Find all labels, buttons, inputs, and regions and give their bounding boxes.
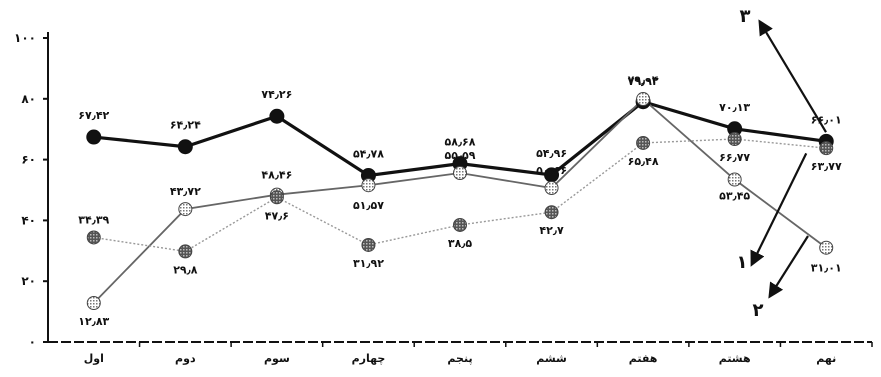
series-2-point bbox=[727, 172, 742, 187]
series-2-data-label: ۵۰٫۶۶ bbox=[536, 164, 567, 177]
series-lines bbox=[93, 97, 827, 304]
series-1-data-label: ۶۷٫۴۲ bbox=[78, 109, 109, 122]
series-1-point bbox=[177, 139, 193, 155]
series-1-data-label: ۷۹٫۰۴ bbox=[628, 74, 659, 87]
series-2-data-label: ۴۸٫۴۶ bbox=[261, 169, 292, 182]
axes: ۰ ۲۰ ۴۰ ۶۰ ۸۰ ۱۰۰ اول دوم سوم چهارم پنجم ششم هفتم هشت… bbox=[14, 31, 873, 365]
series-1-data-label: ۶۴٫۲۴ bbox=[170, 119, 201, 132]
series-1-data-label: ۷۰٫۱۳ bbox=[719, 101, 750, 114]
series-2-point bbox=[178, 202, 193, 217]
y-tick-label: ۶۰ bbox=[21, 153, 36, 167]
series-3-data-label: ۳۸٫۵ bbox=[448, 237, 473, 250]
x-tick-label: دوم bbox=[175, 352, 196, 365]
series-2-data-label: ۵۳٫۴۵ bbox=[719, 190, 750, 203]
series-1-data-label: ۵۴٫۷۸ bbox=[353, 147, 384, 160]
y-tick-label: ۸۰ bbox=[21, 92, 36, 106]
series-2-data-label: ۵۱٫۵۷ bbox=[353, 199, 384, 212]
series-1-data-label: ۷۴٫۲۶ bbox=[261, 88, 292, 101]
series-line-3 bbox=[93, 138, 827, 253]
arrow-line-3 bbox=[758, 19, 827, 133]
data-labels: ۶۷٫۴۲ ۶۴٫۲۴ ۷۴٫۲۶ ۵۴٫۷۸ ۵۸٫۶۸ ۵۴٫۹۶ ۷۹٫۰۴ ۷۰٫۱۳… bbox=[78, 74, 842, 328]
x-tick-label: اول bbox=[84, 352, 104, 365]
y-tick-label: ۱۰۰ bbox=[14, 31, 36, 45]
series-2-data-label: ۵۵٫۵۹ bbox=[445, 149, 476, 162]
series-2-data-label: ۱۲٫۸۳ bbox=[78, 315, 109, 328]
series-3-point bbox=[178, 244, 193, 259]
series-3-point bbox=[727, 132, 742, 147]
y-tick-label: ۰ bbox=[29, 335, 36, 349]
series-3-point bbox=[544, 205, 559, 220]
series-3-data-label: ۳۱٫۹۲ bbox=[353, 257, 384, 270]
series-2-point bbox=[636, 92, 651, 107]
arrow-line-2 bbox=[768, 235, 809, 299]
arrow-label-3: ۳ bbox=[740, 6, 751, 27]
series-arrows: ۱ ۲ ۳ bbox=[737, 6, 827, 321]
series-1-data-label: ۶۶٫۰۱ bbox=[811, 113, 842, 126]
series-2-data-label: ۳۱٫۰۱ bbox=[811, 262, 842, 275]
x-tick-label: سوم bbox=[264, 352, 290, 365]
series-2-point bbox=[544, 180, 559, 195]
series-markers bbox=[86, 92, 834, 310]
series-3-point bbox=[636, 135, 651, 150]
x-tick-label: نهم bbox=[816, 352, 836, 365]
x-tick-label: ششم bbox=[536, 352, 567, 365]
series-2-data-label: ۷۹٫۹۲ bbox=[628, 75, 659, 88]
series-1-point bbox=[86, 129, 102, 145]
series-2-point bbox=[86, 295, 101, 310]
x-tick-label: چهارم bbox=[352, 352, 386, 365]
series-3-point bbox=[819, 141, 834, 156]
series-2-point bbox=[453, 166, 467, 181]
series-3-data-label: ۴۷٫۶ bbox=[265, 209, 289, 222]
series-3-data-label: ۶۶٫۷۷ bbox=[719, 151, 750, 164]
arrow-label-2: ۲ bbox=[753, 300, 764, 321]
x-tick-label: پنجم bbox=[447, 352, 472, 365]
series-2-data-label: ۴۳٫۷۲ bbox=[170, 185, 201, 198]
series-1-data-label: ۵۸٫۶۸ bbox=[445, 136, 476, 149]
series-3-point bbox=[453, 217, 467, 232]
series-line-2 bbox=[93, 97, 827, 304]
series-1-point bbox=[269, 108, 285, 124]
series-3-data-label: ۶۵٫۴۸ bbox=[628, 155, 659, 168]
series-2-point bbox=[361, 178, 376, 193]
series-3-data-label: ۶۳٫۷۷ bbox=[811, 160, 842, 173]
series-1-data-label: ۵۴٫۹۶ bbox=[536, 147, 567, 160]
series-3-data-label: ۳۴٫۳۹ bbox=[78, 213, 109, 226]
series-3-point bbox=[361, 237, 376, 252]
arrow-label-1: ۱ bbox=[737, 252, 748, 273]
x-tick-label: هشتم bbox=[719, 352, 751, 365]
series-3-point bbox=[269, 190, 284, 205]
arrow-line-1 bbox=[750, 152, 808, 267]
series-2-point bbox=[819, 240, 834, 255]
series-3-data-label: ۴۲٫۷ bbox=[539, 224, 564, 237]
series-3-point bbox=[86, 230, 101, 245]
series-3-data-label: ۲۹٫۸ bbox=[173, 263, 198, 276]
y-tick-label: ۴۰ bbox=[21, 213, 36, 227]
y-tick-label: ۲۰ bbox=[21, 274, 36, 288]
x-tick-label: هفتم bbox=[629, 352, 658, 365]
